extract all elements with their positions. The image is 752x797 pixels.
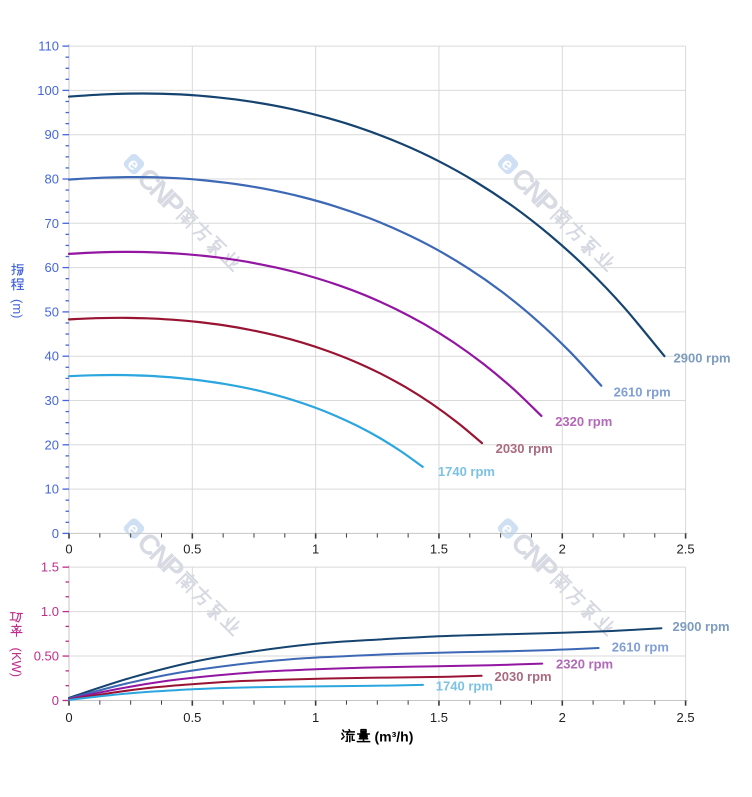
svg-text:2610 rpm: 2610 rpm — [612, 640, 669, 655]
svg-text:0.5: 0.5 — [183, 542, 201, 557]
svg-text:2900 rpm: 2900 rpm — [673, 619, 730, 634]
svg-text:1.0: 1.0 — [41, 604, 59, 619]
svg-text:2.5: 2.5 — [677, 710, 695, 725]
svg-text:20: 20 — [45, 437, 59, 452]
svg-text:50: 50 — [45, 304, 59, 319]
svg-text:0: 0 — [52, 693, 59, 708]
svg-text:2320 rpm: 2320 rpm — [555, 414, 612, 429]
svg-text:1: 1 — [312, 710, 319, 725]
svg-text:0: 0 — [52, 526, 59, 541]
svg-text:70: 70 — [45, 216, 59, 231]
svg-text:100: 100 — [37, 83, 59, 98]
svg-text:40: 40 — [45, 349, 59, 364]
svg-text:60: 60 — [45, 260, 59, 275]
svg-text:1.5: 1.5 — [41, 560, 59, 575]
svg-text:(m): (m) — [10, 299, 25, 319]
svg-text:1740 rpm: 1740 rpm — [436, 678, 493, 693]
svg-text:2030 rpm: 2030 rpm — [495, 669, 552, 684]
svg-text:110: 110 — [38, 39, 59, 54]
svg-text:2900 rpm: 2900 rpm — [674, 351, 731, 366]
svg-text:30: 30 — [45, 393, 59, 408]
svg-text:1.5: 1.5 — [430, 710, 448, 725]
svg-text:2610 rpm: 2610 rpm — [614, 385, 671, 400]
svg-text:0: 0 — [65, 710, 72, 725]
svg-text:0.50: 0.50 — [34, 649, 59, 664]
svg-text:2.5: 2.5 — [677, 542, 695, 557]
svg-text:80: 80 — [45, 172, 59, 187]
svg-text:1: 1 — [312, 542, 319, 557]
svg-text:(KW): (KW) — [9, 648, 24, 678]
svg-text:0: 0 — [65, 542, 72, 557]
svg-text:2: 2 — [559, 710, 566, 725]
svg-text:2030 rpm: 2030 rpm — [496, 441, 553, 456]
svg-text:0.5: 0.5 — [183, 710, 201, 725]
svg-text:1.5: 1.5 — [430, 542, 448, 557]
svg-text:2: 2 — [559, 542, 566, 557]
svg-text:10: 10 — [45, 482, 59, 497]
svg-text:1740 rpm: 1740 rpm — [438, 464, 495, 479]
svg-text:(m³/h): (m³/h) — [375, 729, 414, 745]
svg-text:2320 rpm: 2320 rpm — [556, 657, 613, 672]
svg-text:90: 90 — [45, 127, 59, 142]
